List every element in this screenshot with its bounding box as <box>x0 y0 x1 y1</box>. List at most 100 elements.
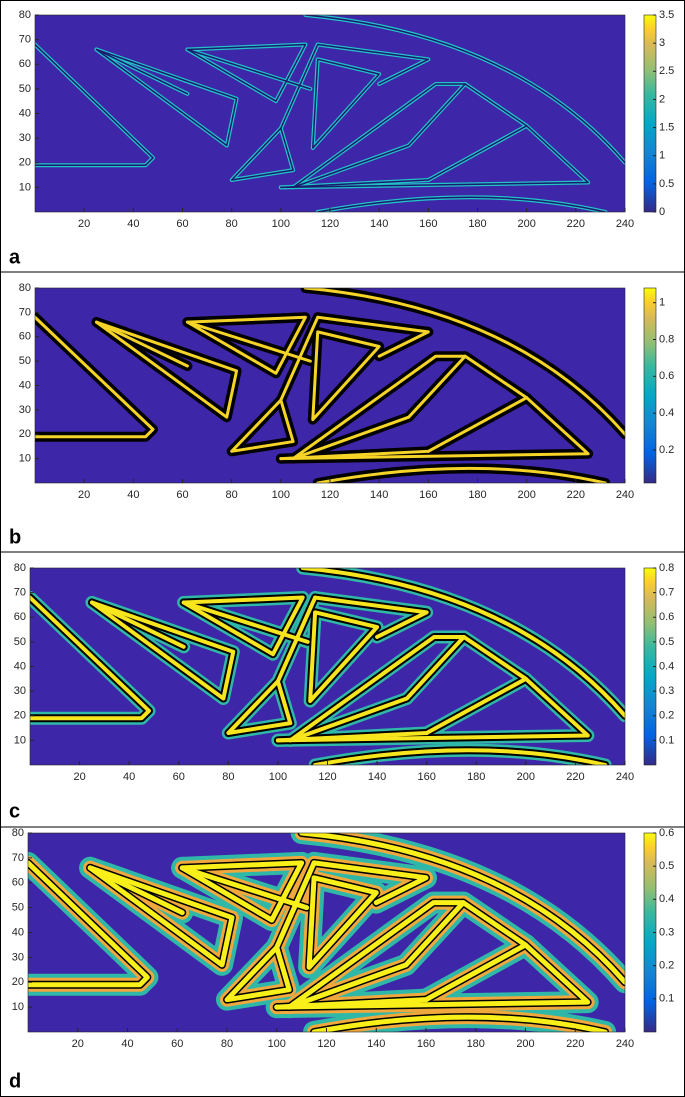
x-tick-label: 240 <box>616 489 634 501</box>
x-tick-label: 140 <box>368 771 386 783</box>
panel-label: a <box>9 246 21 268</box>
colorbar-tick-label: 0.7 <box>659 587 674 599</box>
colorbar-tick-label: 0.4 <box>659 407 674 419</box>
x-tick-label: 120 <box>317 1038 335 1050</box>
y-tick-label: 20 <box>14 710 26 722</box>
x-tick-label: 180 <box>468 489 486 501</box>
y-tick-label: 50 <box>12 902 24 914</box>
y-tick-label: 80 <box>19 282 31 294</box>
colorbar-tick-label: 1 <box>659 297 665 309</box>
colorbar-tick-label: 0.6 <box>659 611 674 623</box>
x-tick-label: 20 <box>72 1038 84 1050</box>
y-tick-label: 20 <box>12 976 24 988</box>
colorbar-tick-label: 1 <box>659 150 665 162</box>
colorbar-tick-label: 0.4 <box>659 893 674 905</box>
x-tick-label: 160 <box>419 489 437 501</box>
y-tick-label: 10 <box>14 734 26 746</box>
x-tick-label: 20 <box>78 489 90 501</box>
colorbar-tick-label: 0.8 <box>659 333 674 345</box>
x-tick-label: 40 <box>127 218 139 230</box>
colorbar-tick-label: 0.2 <box>659 710 674 722</box>
colorbar-tick-label: 2.5 <box>659 65 674 77</box>
colorbar-tick-label: 0.3 <box>659 685 674 697</box>
x-tick-label: 100 <box>272 489 290 501</box>
x-tick-label: 20 <box>73 771 85 783</box>
colorbar-tick-label: 0.6 <box>659 370 674 382</box>
colorbar-tick-label: 2 <box>659 93 665 105</box>
y-tick-label: 20 <box>19 157 31 169</box>
x-tick-label: 120 <box>321 489 339 501</box>
panel-label: c <box>9 800 20 822</box>
y-tick-label: 30 <box>19 404 31 416</box>
y-tick-label: 70 <box>19 306 31 318</box>
y-tick-label: 70 <box>12 852 24 864</box>
x-tick-label: 200 <box>516 1038 534 1050</box>
x-tick-label: 80 <box>221 1038 233 1050</box>
y-tick-label: 50 <box>14 636 26 648</box>
y-tick-label: 40 <box>12 926 24 938</box>
x-tick-label: 100 <box>268 1038 286 1050</box>
x-tick-label: 60 <box>173 771 185 783</box>
x-tick-label: 60 <box>176 489 188 501</box>
x-tick-label: 140 <box>370 489 388 501</box>
y-tick-label: 30 <box>14 685 26 697</box>
y-tick-label: 10 <box>19 453 31 465</box>
x-tick-label: 180 <box>468 218 486 230</box>
colorbar-tick-label: 0.4 <box>659 660 674 672</box>
x-tick-label: 200 <box>517 771 535 783</box>
x-tick-label: 200 <box>517 489 535 501</box>
x-tick-label: 180 <box>467 1038 485 1050</box>
x-tick-label: 240 <box>616 1038 634 1050</box>
y-tick-label: 60 <box>12 877 24 889</box>
y-tick-label: 20 <box>19 428 31 440</box>
colorbar-tick-label: 0.2 <box>659 444 674 456</box>
x-tick-label: 80 <box>226 218 238 230</box>
x-tick-label: 220 <box>567 489 585 501</box>
colorbar-tick-label: 0.8 <box>659 562 674 574</box>
y-tick-label: 80 <box>12 827 24 839</box>
colorbar-tick-label: 0.1 <box>659 734 674 746</box>
colorbar-tick-label: 0.3 <box>659 926 674 938</box>
x-tick-label: 240 <box>616 218 634 230</box>
colorbar <box>643 287 657 484</box>
x-tick-label: 60 <box>176 218 188 230</box>
panel-label: b <box>9 526 21 548</box>
x-tick-label: 40 <box>123 771 135 783</box>
y-tick-label: 10 <box>12 1001 24 1013</box>
colorbar-tick-label: 1.5 <box>659 121 674 133</box>
colorbar-tick-label: 0.5 <box>659 178 674 190</box>
y-tick-label: 80 <box>19 9 31 21</box>
x-tick-label: 20 <box>78 218 90 230</box>
y-tick-label: 30 <box>12 951 24 963</box>
y-tick-label: 60 <box>14 611 26 623</box>
y-tick-label: 50 <box>19 83 31 95</box>
colorbar <box>643 14 657 213</box>
colorbar-tick-label: 0.2 <box>659 960 674 972</box>
x-tick-label: 220 <box>567 218 585 230</box>
y-tick-label: 70 <box>19 34 31 46</box>
x-tick-label: 160 <box>417 1038 435 1050</box>
y-tick-label: 40 <box>19 379 31 391</box>
x-tick-label: 100 <box>269 771 287 783</box>
y-tick-label: 80 <box>14 562 26 574</box>
x-tick-label: 40 <box>121 1038 133 1050</box>
x-tick-label: 140 <box>367 1038 385 1050</box>
panel-label: d <box>9 1070 21 1092</box>
colorbar-tick-label: 0.5 <box>659 860 674 872</box>
colorbar-tick-label: 0.6 <box>659 827 674 839</box>
colorbar-tick-label: 0 <box>659 206 665 218</box>
x-tick-label: 160 <box>417 771 435 783</box>
y-tick-label: 40 <box>14 660 26 672</box>
y-tick-label: 50 <box>19 355 31 367</box>
y-tick-label: 60 <box>19 58 31 70</box>
x-tick-label: 100 <box>272 218 290 230</box>
x-tick-label: 220 <box>566 1038 584 1050</box>
x-tick-label: 80 <box>226 489 238 501</box>
y-tick-label: 30 <box>19 132 31 144</box>
x-tick-label: 120 <box>318 771 336 783</box>
y-tick-label: 60 <box>19 331 31 343</box>
x-tick-label: 240 <box>616 771 634 783</box>
x-tick-label: 120 <box>321 218 339 230</box>
x-tick-label: 80 <box>222 771 234 783</box>
